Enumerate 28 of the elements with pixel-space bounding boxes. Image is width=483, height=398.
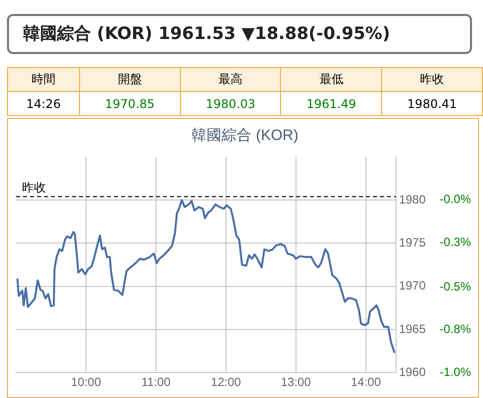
text: 韓國綜合 (KOR) 1961.53 ▼18.88(-0.95%)	[7, 14, 472, 54]
x-tick-label: 11:00	[141, 375, 171, 390]
y-tick-label: 1975	[398, 236, 426, 250]
text: 1970.85	[79, 92, 180, 116]
y-tick-label: 1965	[398, 322, 426, 336]
y2-tick-label: -0.0%	[440, 192, 472, 206]
x-tick-label: 12:00	[210, 375, 242, 390]
y-tick-label: 1980	[398, 192, 426, 206]
text: 昨收	[382, 68, 482, 92]
y2-tick-label: -1.0%	[440, 364, 472, 379]
text: 最低	[280, 68, 382, 92]
y-tick-label: 1960	[398, 364, 426, 379]
y2-tick-label: -0.3%	[440, 234, 472, 249]
y2-tick-label: -0.8%	[440, 322, 472, 336]
y-tick-label: 1970	[398, 278, 426, 293]
x-tick-label: 10:00	[70, 375, 102, 390]
x-tick-label: 13:00	[280, 375, 312, 390]
x-tick-label: 14:00	[350, 375, 382, 390]
y2-tick-label: -0.5%	[440, 279, 472, 294]
text: 1980.41	[382, 92, 482, 116]
text: 時間	[8, 68, 80, 92]
text: 1980.03	[180, 92, 281, 116]
text: 14:26	[8, 92, 80, 116]
chart-title: 韓國綜合 (KOR)	[192, 127, 298, 144]
text: 開盤	[79, 68, 180, 92]
ref-line-label: 昨收	[22, 180, 46, 195]
text: 最高	[180, 68, 281, 92]
text: 1961.49	[280, 92, 382, 116]
